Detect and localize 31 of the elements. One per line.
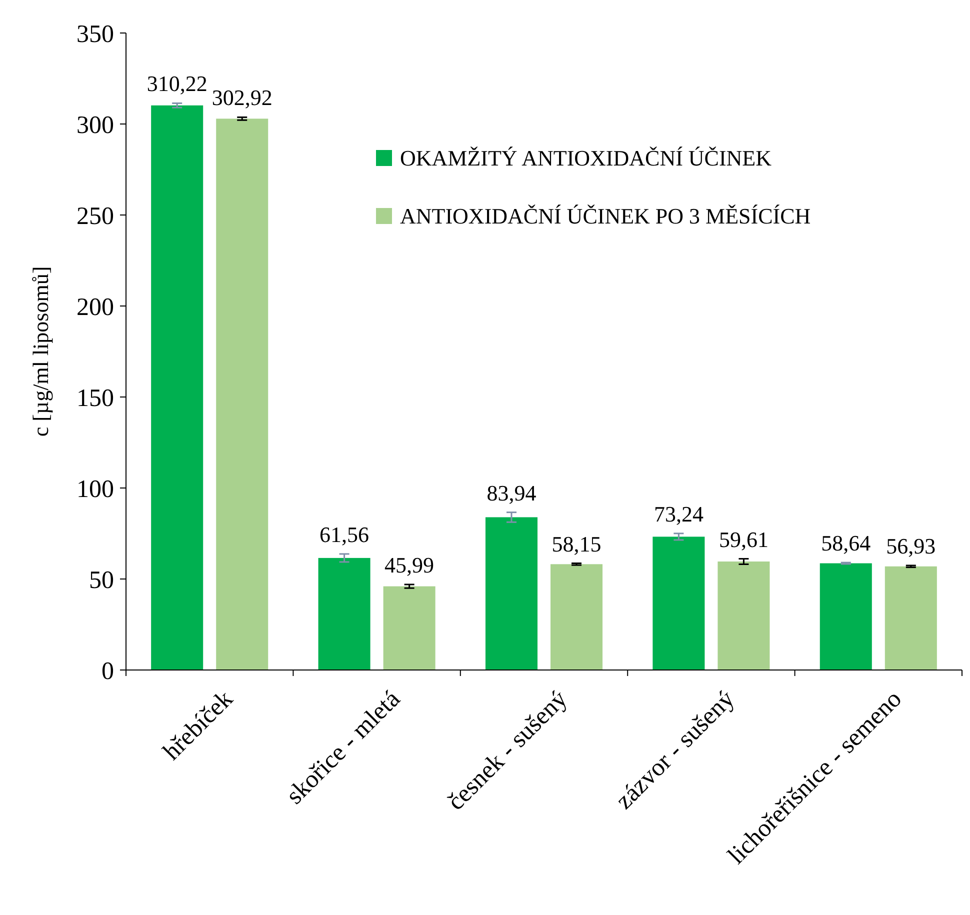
bar (318, 558, 370, 670)
data-label: 59,61 (718, 526, 768, 552)
data-label: 56,93 (886, 533, 936, 558)
legend-label: ANTIOXIDAČNÍ ÚČINEK PO 3 MĚSÍCÍCH (400, 204, 811, 229)
y-tick-label: 300 (76, 112, 114, 139)
bar (550, 564, 603, 670)
data-label: 310,22 (146, 71, 208, 96)
data-label: 58,15 (552, 531, 602, 556)
y-tick-label: 50 (89, 566, 114, 594)
data-label: 302,92 (212, 85, 272, 110)
y-tick-label: 250 (76, 202, 114, 230)
y-tick-label: 350 (76, 20, 114, 48)
y-tick-label: 200 (76, 294, 114, 321)
bar (718, 562, 770, 670)
bar (884, 566, 937, 670)
y-tick-label: 0 (102, 658, 114, 685)
y-tick-label: 150 (76, 384, 114, 412)
data-label: 83,94 (486, 480, 536, 506)
data-label: 45,99 (384, 552, 434, 578)
bar (383, 586, 436, 670)
data-label: 73,24 (654, 501, 704, 526)
bar (151, 105, 204, 670)
y-axis-title: c [µg/ml liposomů] (28, 266, 53, 437)
legend-label: OKAMŽITÝ ANTIOXIDAČNÍ ÚČINEK (400, 146, 772, 171)
bar (820, 563, 872, 670)
bar (485, 517, 538, 670)
bar (216, 118, 268, 670)
bar (652, 536, 705, 670)
data-label: 58,64 (821, 530, 871, 556)
data-label: 61,56 (320, 522, 370, 547)
y-tick-label: 100 (76, 476, 114, 503)
